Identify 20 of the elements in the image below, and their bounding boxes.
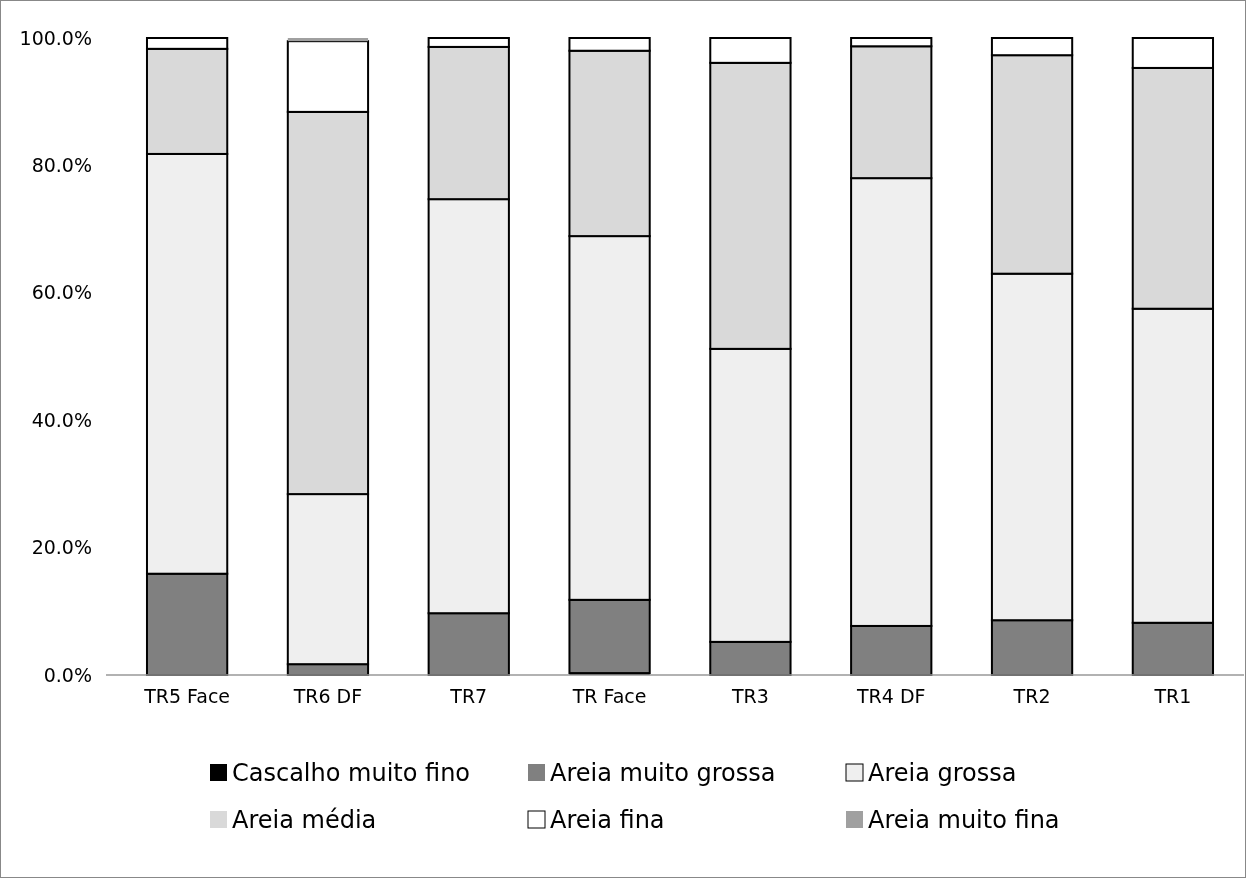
- x-tick-label: TR3: [730, 685, 769, 707]
- legend-label: Areia muito grossa: [550, 759, 776, 787]
- legend-label: Areia muito fina: [868, 806, 1060, 834]
- x-tick-label: TR5 Face: [143, 685, 231, 707]
- y-tick-label: 80.0%: [31, 154, 92, 177]
- x-tick-label: TR7: [449, 685, 488, 707]
- y-tick-label: 0.0%: [43, 663, 92, 686]
- legend-label: Areia fina: [550, 806, 665, 834]
- y-tick-label: 100.0%: [19, 26, 92, 49]
- x-tick-label: TR6 DF: [292, 685, 363, 707]
- x-tick-label: TR1: [1153, 685, 1192, 707]
- x-tick-label: TR2: [1012, 685, 1051, 707]
- y-tick-label: 40.0%: [31, 408, 92, 431]
- legend-label: Cascalho muito fino: [232, 759, 471, 787]
- x-tick-label: TR4 DF: [855, 685, 926, 707]
- legend-label: Areia média: [232, 806, 377, 834]
- legend-label: Areia grossa: [868, 759, 1017, 787]
- x-tick-label: TR Face: [571, 685, 647, 707]
- y-tick-label: 60.0%: [31, 281, 92, 304]
- y-tick-label: 20.0%: [31, 536, 92, 559]
